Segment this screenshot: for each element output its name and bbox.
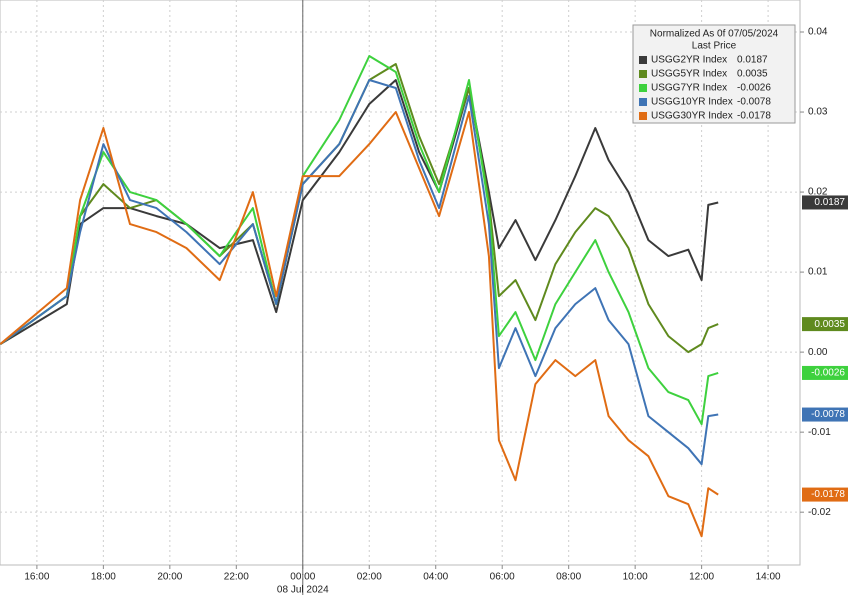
legend-subtitle: Last Price (692, 41, 737, 52)
legend-box (632, 24, 796, 124)
legend-value: -0.0178 (737, 111, 771, 122)
x-tick-label: 12:00 (689, 572, 714, 583)
last-value-badge (802, 317, 848, 332)
x-tick-label: 08:00 (556, 572, 581, 583)
legend-label: USGG30YR Index (651, 111, 733, 122)
legend-swatch (639, 112, 647, 120)
legend-swatch (639, 56, 647, 64)
series-line (0, 111, 719, 538)
legend-value: -0.0026 (737, 83, 771, 94)
legend-label: USGG2YR Index (651, 55, 727, 66)
x-tick-label: 10:00 (623, 572, 648, 583)
legend-value: 0.0187 (737, 55, 768, 66)
series-line (0, 79, 719, 466)
x-tick-label: 06:00 (490, 572, 515, 583)
last-value-label: -0.0026 (811, 368, 845, 379)
series-line (0, 79, 719, 345)
x-tick-label: 04:00 (423, 572, 448, 583)
legend-value: -0.0078 (737, 97, 771, 108)
legend-label: USGG5YR Index (651, 69, 727, 80)
legend-swatch (639, 70, 647, 78)
last-value-badge (802, 195, 848, 210)
legend-swatch (639, 98, 647, 106)
y-tick-label: -0.02 (808, 507, 831, 518)
date-label: 08 Jul 2024 (277, 585, 329, 596)
y-tick-label: -0.01 (808, 427, 831, 438)
series-line (0, 55, 719, 426)
y-tick-label: 0.04 (808, 27, 828, 38)
legend-label: USGG10YR Index (651, 97, 733, 108)
legend-label: USGG7YR Index (651, 83, 727, 94)
last-value-badge (802, 365, 848, 380)
y-tick-label: 0.00 (808, 347, 828, 358)
legend-value: 0.0035 (737, 69, 768, 80)
last-value-badge (802, 407, 848, 422)
last-value-label: -0.0178 (811, 489, 845, 500)
y-tick-label: 0.01 (808, 267, 828, 278)
legend-swatch (639, 84, 647, 92)
x-tick-label: 14:00 (756, 572, 781, 583)
last-value-badge (802, 487, 848, 502)
y-tick-label: 0.03 (808, 107, 828, 118)
x-tick-label: 16:00 (24, 572, 49, 583)
last-value-label: -0.0078 (811, 409, 845, 420)
last-value-label: 0.0187 (814, 197, 845, 208)
legend-title: Normalized As 0f 07/05/2024 (650, 29, 779, 40)
y-tick-label: 0.02 (808, 187, 828, 198)
x-tick-label: 22:00 (224, 572, 249, 583)
x-tick-label: 02:00 (357, 572, 382, 583)
x-tick-label: 18:00 (91, 572, 116, 583)
x-tick-label: 20:00 (157, 572, 182, 583)
last-value-label: 0.0035 (814, 319, 845, 330)
